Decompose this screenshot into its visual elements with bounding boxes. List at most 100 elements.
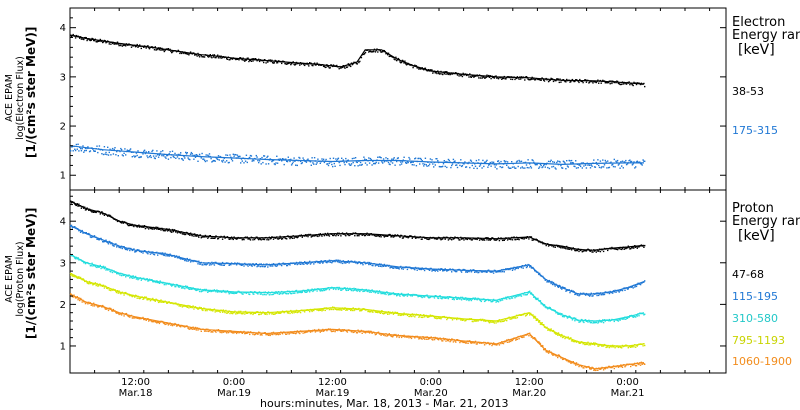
data-point	[296, 236, 298, 239]
data-point	[152, 297, 154, 300]
data-point	[616, 319, 618, 321]
data-point	[364, 332, 367, 334]
data-point	[586, 366, 588, 368]
data-point	[635, 166, 637, 168]
data-point	[287, 263, 289, 265]
data-point	[313, 308, 316, 310]
data-point	[256, 236, 258, 238]
data-point	[267, 334, 269, 336]
data-point	[281, 262, 284, 265]
data-point	[418, 295, 420, 297]
data-point	[142, 225, 144, 227]
data-point	[277, 263, 280, 265]
data-point	[456, 298, 459, 300]
data-point	[115, 219, 117, 221]
data-point	[173, 156, 175, 159]
data-point	[189, 328, 191, 330]
data-point	[419, 336, 422, 338]
data-point	[580, 293, 583, 295]
data-point	[526, 265, 528, 268]
data-point	[247, 312, 249, 314]
data-point	[314, 289, 317, 291]
data-point	[469, 238, 472, 240]
data-point	[337, 309, 340, 311]
data-point	[358, 160, 360, 162]
data-point	[533, 337, 535, 339]
data-point	[453, 317, 455, 320]
data-point	[212, 160, 214, 162]
data-point	[310, 309, 312, 311]
data-point	[541, 303, 543, 305]
data-point	[545, 327, 547, 329]
data-point	[566, 337, 569, 339]
data-point	[160, 150, 162, 153]
data-point	[250, 291, 253, 293]
data-point	[590, 164, 592, 166]
data-point	[472, 237, 474, 239]
data-point	[274, 264, 276, 267]
data-point	[336, 158, 339, 160]
data-point	[525, 76, 528, 78]
data-point	[345, 289, 347, 291]
data-point	[248, 263, 250, 265]
data-point	[437, 70, 439, 72]
data-point	[253, 264, 256, 267]
data-point	[414, 158, 416, 160]
data-point	[129, 277, 131, 279]
data-point	[140, 47, 142, 50]
data-point	[112, 153, 115, 155]
data-point	[561, 245, 563, 248]
data-point	[215, 56, 217, 59]
data-point	[443, 160, 445, 162]
data-point	[628, 81, 630, 83]
data-point	[572, 162, 574, 164]
data-point	[121, 45, 124, 47]
data-point	[244, 157, 246, 160]
data-point	[148, 298, 151, 300]
data-point	[306, 159, 308, 161]
data-point	[166, 282, 168, 285]
data-point	[260, 163, 262, 165]
data-point	[557, 163, 560, 166]
data-point	[530, 336, 533, 338]
data-point	[585, 320, 588, 322]
data-point	[534, 338, 537, 340]
data-point	[83, 301, 85, 303]
data-point	[202, 236, 204, 238]
data-point	[544, 279, 546, 281]
data-point	[405, 313, 408, 315]
data-point	[510, 238, 512, 241]
data-point	[330, 287, 332, 289]
data-point	[320, 330, 322, 332]
data-point	[299, 62, 302, 64]
data-point	[152, 149, 154, 152]
data-point	[258, 238, 260, 241]
data-point	[152, 253, 155, 255]
data-point	[526, 166, 528, 169]
data-point	[547, 243, 549, 245]
data-point	[428, 316, 430, 318]
data-point	[428, 297, 431, 299]
data-point	[538, 320, 541, 322]
data-point	[536, 318, 538, 320]
data-point	[96, 145, 98, 147]
data-point	[118, 290, 120, 292]
data-point	[214, 56, 216, 59]
data-point	[508, 76, 510, 79]
data-point	[166, 302, 169, 304]
data-point	[352, 161, 354, 164]
data-point	[423, 269, 426, 272]
data-point	[511, 297, 513, 299]
data-point	[626, 363, 629, 365]
data-point	[107, 307, 109, 310]
data-point	[622, 83, 624, 85]
data-point	[400, 293, 402, 295]
data-point	[222, 159, 225, 161]
data-point	[530, 236, 533, 238]
data-point	[258, 161, 260, 164]
data-point	[272, 238, 275, 240]
data-point	[382, 334, 385, 336]
data-point	[352, 307, 354, 309]
data-point	[347, 308, 349, 310]
data-point	[447, 340, 450, 342]
